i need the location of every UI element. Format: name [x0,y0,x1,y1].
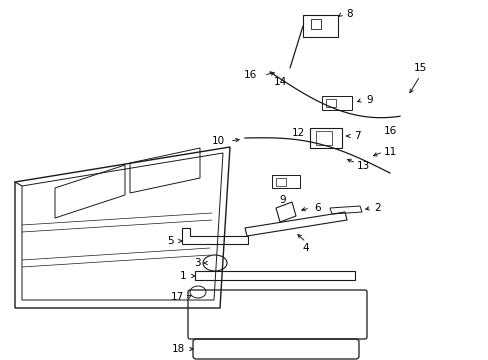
Text: 2: 2 [374,203,381,213]
Text: 3: 3 [193,258,200,268]
Text: 6: 6 [314,203,321,213]
Text: 11: 11 [383,147,396,157]
Text: 17: 17 [170,292,183,302]
Text: 5: 5 [166,236,173,246]
Text: 8: 8 [346,9,353,19]
Text: 1: 1 [179,271,186,281]
Text: 12: 12 [291,128,304,138]
Text: 14: 14 [273,77,286,87]
Text: 16: 16 [243,70,256,80]
Text: 16: 16 [383,126,396,136]
Text: 9: 9 [279,195,286,205]
Text: 7: 7 [353,131,360,141]
Text: 4: 4 [302,243,309,253]
Text: 15: 15 [412,63,426,73]
Text: 18: 18 [171,344,184,354]
Text: 10: 10 [211,136,224,146]
Text: 9: 9 [366,95,372,105]
Text: 13: 13 [356,161,369,171]
